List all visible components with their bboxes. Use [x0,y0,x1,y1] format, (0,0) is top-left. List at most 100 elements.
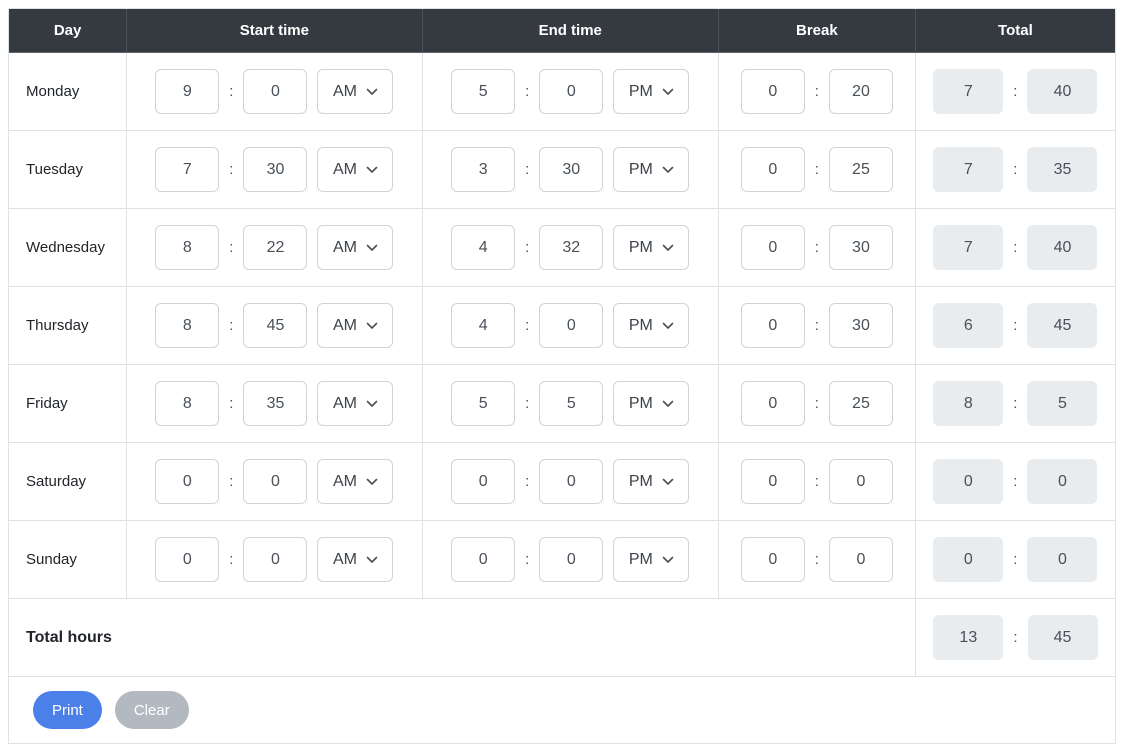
start-minute-input[interactable] [243,147,308,192]
start-minute-input[interactable] [243,225,308,270]
end-hour-input[interactable] [451,69,516,114]
table-row: Sunday : AM : PM [9,520,1115,598]
start-minute-input[interactable] [243,381,308,426]
total-cell: : [914,287,1115,364]
end-minute-input[interactable] [539,69,604,114]
end-hour-input[interactable] [451,225,516,270]
end-time-cell: : PM [421,209,718,286]
end-minute-input[interactable] [539,381,604,426]
end-hour-input[interactable] [451,303,516,348]
break-cell: : [717,521,915,598]
start-hour-input[interactable] [155,147,220,192]
break-hour-input[interactable] [740,147,805,192]
start-hour-input[interactable] [155,381,220,426]
break-hour-input[interactable] [740,381,805,426]
end-minute-input[interactable] [539,537,604,582]
start-ampm-select[interactable]: AM [317,303,394,348]
header-end-time: End time [421,9,718,52]
time-colon: : [814,551,819,568]
total-cell: : [914,521,1115,598]
end-minute-input[interactable] [539,459,604,504]
total-hour-output [933,225,1004,270]
start-ampm-select[interactable]: AM [317,459,394,504]
total-minute-output [1027,459,1098,504]
break-cell: : [717,53,915,130]
time-colon: : [814,473,819,490]
break-minute-input[interactable] [828,381,893,426]
time-colon: : [229,161,234,178]
start-time-cell: : AM [126,443,421,520]
start-ampm-select[interactable]: AM [317,69,394,114]
start-minute-input[interactable] [243,459,308,504]
total-minute-output [1027,225,1098,270]
start-minute-input[interactable] [243,303,308,348]
time-colon: : [229,239,234,256]
start-minute-input[interactable] [243,69,308,114]
total-hour-output [933,459,1004,504]
break-hour-input[interactable] [740,459,805,504]
chevron-down-icon [662,478,674,485]
time-colon: : [229,317,234,334]
start-hour-input[interactable] [155,459,220,504]
end-minute-input[interactable] [539,303,604,348]
end-hour-input[interactable] [451,537,516,582]
end-ampm-select[interactable]: PM [613,459,690,504]
table-row: Monday : AM : PM [9,53,1115,130]
end-hour-input[interactable] [451,459,516,504]
clear-button[interactable]: Clear [114,691,189,729]
end-time-cell: : PM [421,53,718,130]
end-minute-input[interactable] [539,225,604,270]
time-colon: : [229,83,234,100]
break-minute-input[interactable] [828,537,893,582]
end-ampm-value: PM [628,82,653,100]
break-hour-input[interactable] [740,537,805,582]
table-row: Tuesday : AM : PM [9,130,1115,208]
start-minute-input[interactable] [243,537,308,582]
day-label: Friday [26,395,68,412]
end-hour-input[interactable] [451,381,516,426]
header-total: Total [914,9,1115,52]
break-minute-input[interactable] [828,147,893,192]
start-ampm-select[interactable]: AM [317,147,394,192]
break-minute-input[interactable] [828,69,893,114]
start-ampm-value: AM [332,316,357,334]
start-hour-input[interactable] [155,537,220,582]
end-ampm-select[interactable]: PM [613,69,690,114]
total-hours-minute-output [1027,615,1098,660]
end-minute-input[interactable] [539,147,604,192]
start-ampm-select[interactable]: AM [317,537,394,582]
print-button[interactable]: Print [33,691,102,729]
time-colon: : [1013,551,1018,568]
total-hour-output [933,69,1004,114]
start-hour-input[interactable] [155,69,220,114]
time-colon: : [1013,629,1018,646]
break-minute-input[interactable] [828,459,893,504]
break-hour-input[interactable] [740,69,805,114]
total-hours-row: Total hours : [9,598,1115,676]
time-colon: : [814,83,819,100]
end-ampm-value: PM [628,316,653,334]
time-colon: : [525,161,530,178]
start-hour-input[interactable] [155,225,220,270]
end-ampm-select[interactable]: PM [613,147,690,192]
end-hour-input[interactable] [451,147,516,192]
start-hour-input[interactable] [155,303,220,348]
total-hours-hour-output [933,615,1004,660]
total-hours-label: Total hours [26,628,112,646]
total-cell: : [914,131,1115,208]
break-hour-input[interactable] [740,303,805,348]
break-hour-input[interactable] [740,225,805,270]
break-minute-input[interactable] [828,303,893,348]
end-ampm-select[interactable]: PM [613,381,690,426]
chevron-down-icon [662,556,674,563]
end-ampm-select[interactable]: PM [613,225,690,270]
end-ampm-select[interactable]: PM [613,537,690,582]
end-ampm-value: PM [628,394,653,412]
start-time-cell: : AM [126,287,421,364]
end-ampm-select[interactable]: PM [613,303,690,348]
start-ampm-select[interactable]: AM [317,225,394,270]
start-ampm-select[interactable]: AM [317,381,394,426]
time-colon: : [525,473,530,490]
break-minute-input[interactable] [828,225,893,270]
day-label: Sunday [26,551,77,568]
